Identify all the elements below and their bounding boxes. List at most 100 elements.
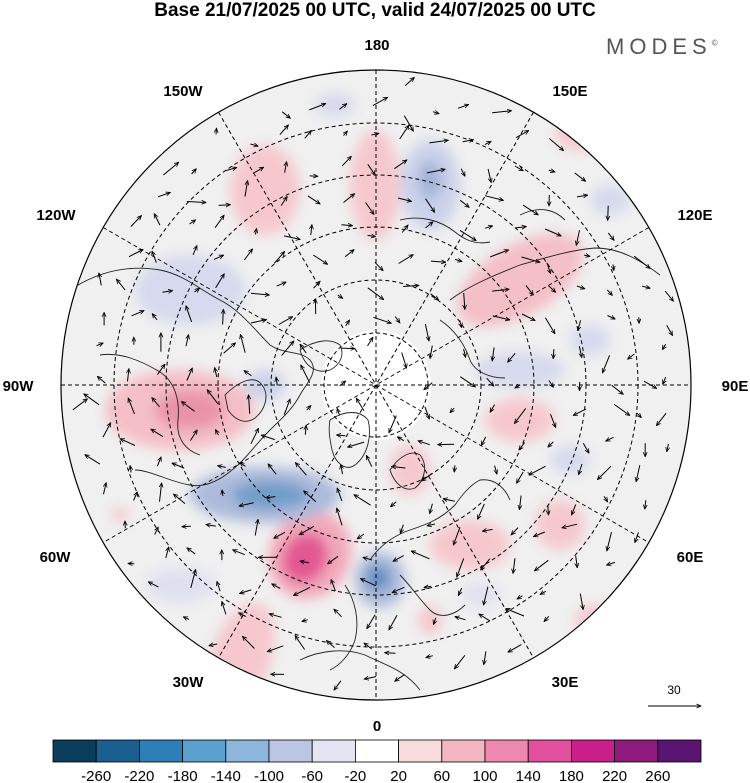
colorbar-swatch	[657, 739, 702, 763]
wind-vector	[492, 289, 509, 291]
wind-vector	[302, 620, 308, 622]
wind-vector	[492, 315, 510, 320]
wind-vector	[357, 533, 365, 539]
wind-vector	[274, 531, 286, 538]
wind-vector	[576, 286, 585, 289]
wind-vector	[364, 677, 377, 680]
coastlines	[69, 209, 661, 700]
wind-vector	[519, 442, 525, 450]
colorbar-tick-label: 260	[645, 768, 670, 783]
wind-vector	[354, 495, 371, 506]
colorbar-swatch	[95, 739, 140, 763]
colorbar-swatch	[441, 739, 486, 763]
wind-vector	[401, 225, 408, 233]
wind-vector	[341, 225, 352, 226]
wind-vector	[283, 399, 290, 415]
wind-vector	[454, 654, 466, 669]
wind-vector	[183, 616, 190, 620]
wind-vector	[216, 128, 217, 135]
wind-vector	[295, 463, 307, 476]
wind-vectors	[72, 77, 674, 690]
wind-vector	[148, 582, 159, 588]
wind-vector	[548, 138, 563, 151]
wind-vector	[398, 255, 414, 264]
wind-vector	[403, 285, 419, 286]
wind-vector	[266, 497, 276, 498]
wind-vector	[484, 651, 486, 664]
reference-vector-label: 30	[667, 683, 681, 697]
wind-vector	[166, 547, 169, 559]
wind-vector	[104, 483, 107, 495]
wind-vector	[388, 415, 397, 433]
wind-vector	[637, 412, 641, 418]
wind-vector	[613, 264, 614, 270]
wind-vector	[400, 524, 403, 534]
wind-vector	[645, 500, 646, 509]
wind-vector	[189, 220, 196, 225]
wind-vector	[424, 406, 429, 419]
wind-vector	[152, 251, 157, 263]
wind-vector	[403, 115, 413, 132]
lon-label-90e: 90E	[722, 378, 749, 395]
wind-vector	[462, 140, 474, 142]
wind-vector	[372, 97, 388, 107]
wind-vector	[256, 229, 257, 235]
wind-vector	[305, 425, 306, 435]
wind-vector	[242, 636, 255, 649]
wind-vector	[304, 491, 317, 503]
lon-label-60e: 60E	[677, 549, 704, 566]
wind-vector	[279, 125, 289, 135]
wind-vector	[373, 316, 391, 323]
wind-vector	[276, 377, 277, 386]
wind-vector	[174, 494, 186, 504]
wind-vector	[576, 230, 580, 245]
wind-vector	[157, 192, 170, 198]
wind-vector	[365, 202, 374, 215]
wind-vector	[604, 496, 608, 502]
wind-vector	[328, 555, 339, 564]
wind-vector	[331, 580, 336, 592]
lon-label-30w: 30W	[173, 674, 205, 691]
colorbar-tick-label: -20	[345, 768, 367, 783]
wind-vector	[337, 435, 346, 436]
lon-label-0: 0	[373, 718, 381, 735]
lon-label-150w: 150W	[163, 83, 203, 100]
colorbar-swatch	[182, 739, 227, 763]
wind-vector	[457, 105, 469, 109]
wind-vector	[553, 349, 554, 359]
wind-vector	[85, 455, 101, 465]
wind-vector	[460, 376, 475, 387]
wind-vector	[662, 343, 665, 350]
wind-vector	[453, 527, 461, 545]
wind-vector	[346, 320, 350, 327]
wind-vector	[281, 341, 294, 356]
wind-vector	[272, 584, 281, 589]
wind-vector	[460, 168, 466, 177]
wind-vector	[299, 525, 315, 534]
wind-vector	[367, 614, 376, 629]
wind-vector	[628, 353, 635, 359]
wind-vector	[116, 279, 126, 291]
wind-vector	[430, 261, 446, 262]
colorbar-swatch	[354, 739, 399, 763]
colorbar-tick-label: 220	[602, 768, 627, 783]
wind-vector	[84, 394, 100, 406]
wind-vector	[515, 131, 529, 139]
wind-vector	[464, 348, 466, 357]
wind-vector	[269, 614, 282, 618]
wind-vector	[250, 293, 269, 295]
wind-vector	[430, 345, 432, 359]
modes-logo: MODES©	[606, 34, 718, 60]
wind-vector	[243, 249, 252, 261]
wind-vector	[425, 222, 434, 229]
wind-vector	[583, 255, 590, 256]
wind-vector	[285, 162, 287, 173]
wind-vector	[356, 398, 365, 412]
wind-vector	[611, 384, 624, 394]
wind-vector	[225, 168, 237, 172]
wind-vector	[635, 532, 639, 542]
wind-vector	[300, 344, 307, 354]
wind-vector	[522, 204, 538, 215]
wind-vector	[544, 228, 561, 237]
wind-vector	[223, 309, 224, 325]
